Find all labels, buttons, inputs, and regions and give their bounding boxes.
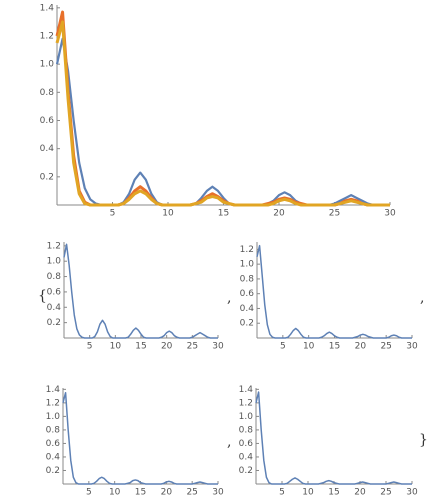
y-tick-label: 0.6 [46, 439, 61, 449]
data-line [256, 244, 412, 339]
x-tick-label: 25 [380, 488, 391, 498]
plot: 5 10 15 20 25 30 0.2 0.4 0.6 0.8 1.0 1.2 1.4 [239, 385, 418, 498]
y-tick-label: 1.2 [46, 398, 60, 408]
y-tick-label: 1.0 [47, 257, 62, 267]
list-separator: , [420, 290, 424, 306]
y-tick-label: 0.2 [239, 466, 253, 476]
x-tick-label: 5 [87, 342, 93, 352]
data-line [62, 391, 218, 485]
y-tick-label: 0.6 [239, 439, 254, 449]
y-tick-label: 0.4 [40, 144, 55, 154]
x-tick-label: 5 [110, 209, 116, 219]
y-tick-label: 0.4 [46, 452, 61, 462]
x-tick-label: 10 [109, 488, 121, 498]
y-tick-label: 0.6 [47, 287, 62, 297]
x-tick-label: 5 [86, 488, 92, 498]
plot: 5 10 15 20 25 30 0.2 0.4 0.6 0.8 1.0 1.2 [240, 242, 418, 352]
x-tick-label: 20 [161, 488, 173, 498]
x-tick-label: 15 [135, 342, 146, 352]
plot: 5 10 15 20 25 30 0.2 0.4 0.6 0.8 1.0 1.2 [47, 241, 224, 351]
y-tick-label: 1.0 [40, 60, 55, 70]
y-tick-label: 0.2 [240, 319, 254, 329]
y-tick-label: 1.0 [239, 412, 254, 422]
x-tick-label: 30 [384, 209, 396, 219]
y-tick-label: 1.2 [47, 241, 61, 251]
y-tick-label: 1.4 [40, 3, 55, 13]
x-tick-label: 15 [329, 342, 340, 352]
y-tick-label: 0.4 [47, 303, 62, 313]
x-tick-label: 10 [110, 342, 122, 352]
x-tick-label: 30 [212, 342, 224, 352]
x-tick-label: 15 [218, 209, 229, 219]
y-tick-label: 0.8 [46, 425, 61, 435]
y-tick-label: 0.4 [240, 304, 255, 314]
y-tick-label: 1.2 [240, 245, 254, 255]
x-tick-label: 15 [328, 488, 339, 498]
y-tick-label: 0.6 [40, 116, 55, 126]
x-tick-label: 25 [186, 488, 197, 498]
y-tick-label: 1.0 [46, 412, 61, 422]
y-tick-label: 1.2 [239, 398, 253, 408]
y-tick-label: 0.6 [240, 289, 255, 299]
x-tick-label: 5 [279, 488, 285, 498]
x-tick-label: 10 [162, 209, 174, 219]
x-tick-label: 20 [161, 342, 173, 352]
x-tick-label: 20 [273, 209, 285, 219]
x-tick-label: 30 [406, 342, 418, 352]
y-tick-label: 0.4 [239, 452, 254, 462]
x-tick-label: 10 [303, 342, 315, 352]
data-line [63, 243, 218, 339]
y-tick-label: 0.8 [240, 274, 255, 284]
list-separator: , [227, 290, 231, 306]
x-tick-label: 10 [302, 488, 314, 498]
data-line [55, 20, 390, 207]
x-tick-label: 30 [212, 488, 224, 498]
x-tick-label: 25 [329, 209, 340, 219]
y-tick-label: 1.4 [46, 385, 61, 395]
plot: 5 10 15 20 25 30 0.2 0.4 0.6 0.8 1.0 1.2 1.4 [46, 385, 224, 498]
y-tick-label: 0.2 [40, 172, 54, 182]
x-tick-label: 15 [135, 488, 146, 498]
y-tick-label: 1.2 [40, 31, 54, 41]
list-close-brace: } [419, 432, 428, 448]
x-tick-label: 30 [406, 488, 418, 498]
y-tick-label: 0.8 [239, 425, 254, 435]
data-line [255, 391, 412, 485]
list-open-brace: { [38, 288, 47, 304]
y-tick-label: 0.2 [47, 318, 61, 328]
x-tick-label: 20 [355, 342, 367, 352]
x-tick-label: 5 [280, 342, 286, 352]
y-tick-label: 1.4 [239, 385, 254, 395]
x-tick-label: 25 [187, 342, 198, 352]
y-tick-label: 0.8 [40, 88, 55, 98]
x-tick-label: 25 [380, 342, 391, 352]
list-separator: , [227, 434, 231, 450]
x-tick-label: 20 [354, 488, 366, 498]
data-line [55, 37, 390, 207]
y-tick-label: 0.8 [47, 272, 62, 282]
data-line [55, 10, 390, 207]
plot: 5 10 15 20 25 30 0.2 0.4 0.6 0.8 1.0 1.2 1.4 [40, 3, 396, 218]
y-tick-label: 0.2 [46, 466, 60, 476]
y-tick-label: 1.0 [240, 260, 255, 270]
